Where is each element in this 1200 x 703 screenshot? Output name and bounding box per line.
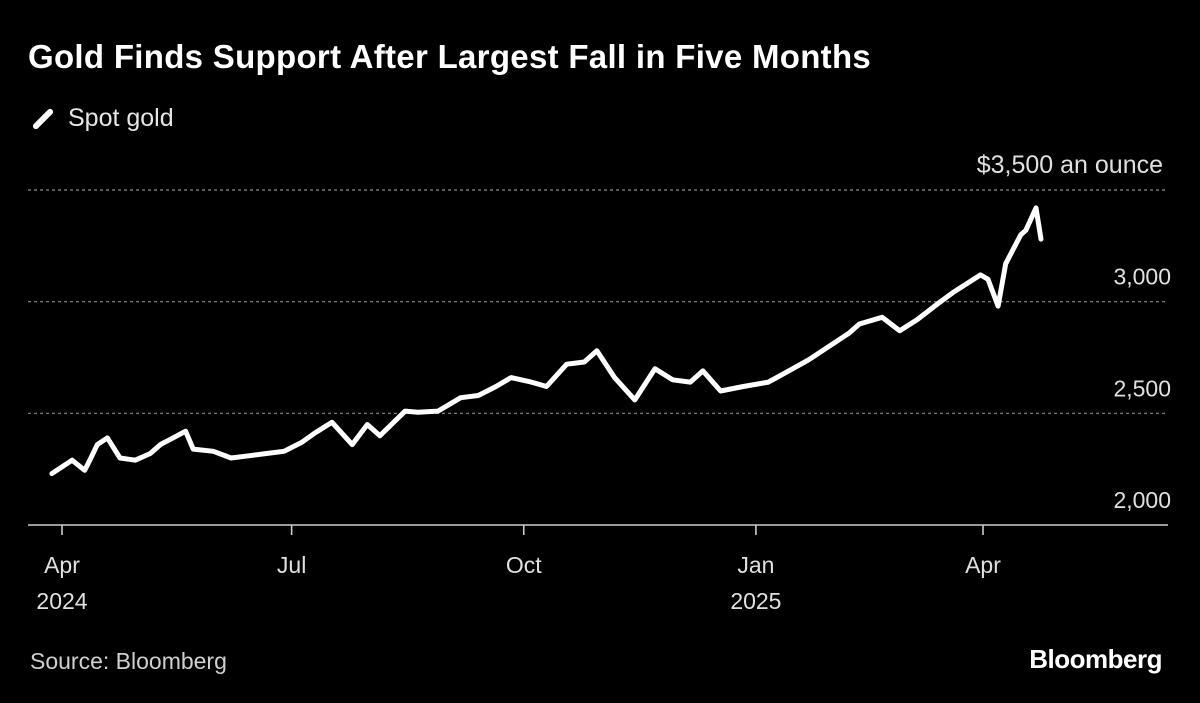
x-tick-year-3: 2025 bbox=[730, 588, 781, 614]
grid-layer bbox=[28, 189, 1168, 414]
y-tick-label-3500: $3,500 an ounce bbox=[977, 151, 1163, 179]
legend-label: Spot gold bbox=[68, 104, 174, 132]
x-tick-year-0: 2024 bbox=[36, 588, 87, 614]
y-tick-label-2000: 2,000 bbox=[1113, 487, 1171, 513]
y-tick-label-2500: 2,500 bbox=[1113, 375, 1171, 401]
y-tick-label-3000: 3,000 bbox=[1113, 264, 1171, 290]
chart-title: Gold Finds Support After Largest Fall in… bbox=[28, 38, 872, 75]
series-line-0 bbox=[49, 205, 1044, 477]
label-layer: 2,000 2,500 3,000 $3,500 an ounce Apr 2024 Jul… bbox=[36, 151, 1171, 614]
brand-logo: Bloomberg bbox=[1029, 644, 1162, 674]
legend: Spot gold bbox=[30, 104, 174, 133]
x-tick-label-0: Apr bbox=[44, 552, 80, 578]
source-note: Source: Bloomberg bbox=[30, 648, 227, 674]
x-tick-label-1: Jul bbox=[277, 552, 306, 578]
x-axis bbox=[28, 524, 1168, 535]
x-tick-label-2: Oct bbox=[506, 552, 542, 578]
x-tick-label-3: Jan bbox=[737, 552, 774, 578]
x-tick-label-4: Apr bbox=[965, 552, 1001, 578]
series-layer bbox=[49, 205, 1044, 477]
